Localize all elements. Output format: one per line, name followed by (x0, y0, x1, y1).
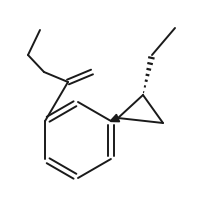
Polygon shape (111, 114, 120, 122)
